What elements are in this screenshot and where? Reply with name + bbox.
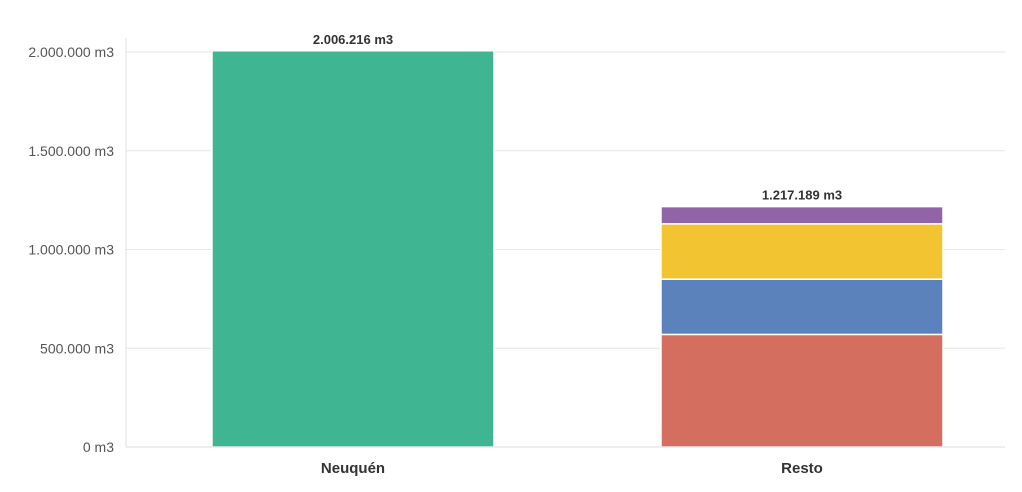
y-tick-label: 0 m3 (83, 439, 114, 455)
bar-segment (660, 333, 944, 448)
bar-total-label: 2.006.216 m3 (313, 32, 393, 47)
y-tick-label: 1.000.000 m3 (28, 242, 114, 258)
x-category-label: Neuquén (321, 460, 385, 477)
bar-segment (660, 278, 944, 336)
bar-segment (211, 50, 495, 448)
y-tick-label: 500.000 m3 (40, 340, 114, 356)
bar-segment (660, 205, 944, 225)
y-tick-label: 2.000.000 m3 (28, 44, 114, 60)
x-category-label: Resto (781, 460, 823, 477)
bar-total-label: 1.217.189 m3 (762, 188, 842, 203)
y-tick-label: 1.500.000 m3 (28, 143, 114, 159)
bar-segment (660, 223, 944, 280)
